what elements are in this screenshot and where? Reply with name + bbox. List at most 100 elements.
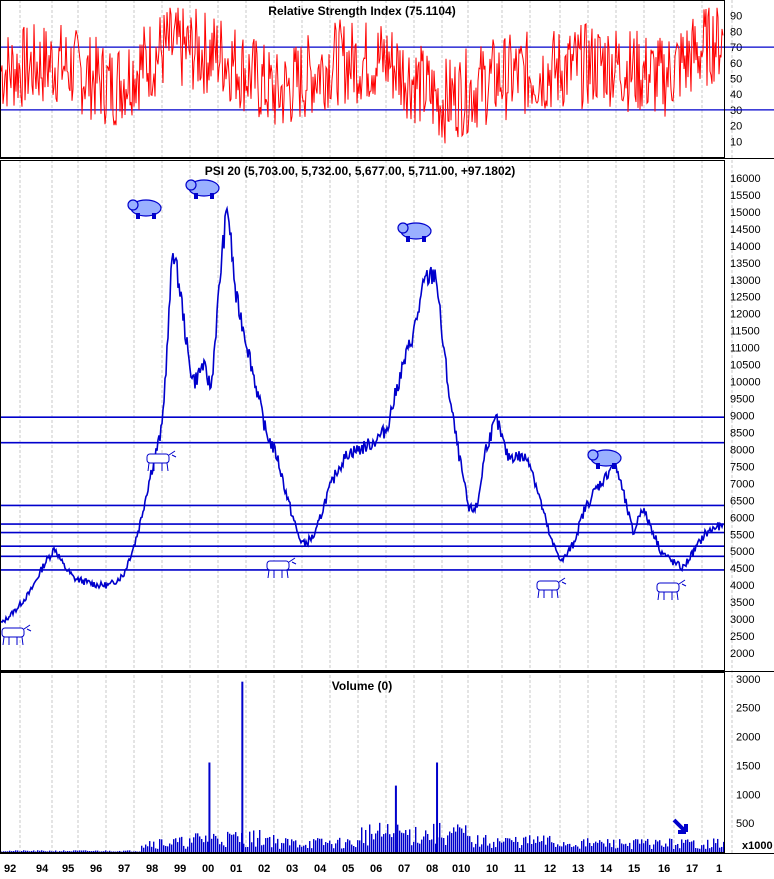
volume-bar bbox=[413, 841, 415, 852]
price-y-tick: 13500 bbox=[730, 258, 761, 270]
volume-bar bbox=[333, 848, 335, 852]
volume-bar bbox=[695, 848, 697, 852]
volume-bar bbox=[595, 841, 597, 852]
volume-bar bbox=[615, 848, 617, 852]
volume-spike bbox=[208, 762, 211, 852]
volume-bar bbox=[409, 829, 411, 852]
volume-bar bbox=[557, 844, 559, 852]
volume-bar bbox=[167, 846, 169, 852]
x-tick-label: 99 bbox=[174, 863, 186, 875]
volume-bar bbox=[249, 831, 251, 852]
volume-bar bbox=[369, 824, 371, 852]
bull-icon bbox=[266, 557, 297, 579]
volume-bar bbox=[23, 850, 25, 852]
volume-bar bbox=[461, 828, 463, 852]
volume-bar bbox=[175, 838, 177, 852]
volume-bar bbox=[161, 839, 163, 852]
volume-bar bbox=[329, 840, 331, 852]
price-y-tick: 11500 bbox=[730, 326, 760, 338]
volume-bar bbox=[239, 841, 241, 852]
x-tick-label: 00 bbox=[202, 863, 214, 875]
volume-bar bbox=[401, 832, 403, 852]
price-y-tick: 8500 bbox=[730, 427, 754, 439]
volume-bar bbox=[427, 834, 429, 852]
volume-bar bbox=[7, 851, 9, 852]
price-y-tick: 5500 bbox=[730, 529, 754, 541]
volume-bar bbox=[189, 838, 191, 852]
volume-bar bbox=[671, 838, 673, 852]
volume-bar bbox=[191, 842, 193, 852]
volume-bar bbox=[365, 829, 367, 852]
volume-bar bbox=[495, 847, 497, 852]
x-tick-label: 03 bbox=[286, 863, 298, 875]
price-y-tick: 7000 bbox=[730, 478, 754, 490]
volume-bar bbox=[215, 835, 217, 852]
volume-bar bbox=[265, 838, 267, 852]
volume-bar bbox=[515, 836, 517, 852]
volume-bar bbox=[371, 833, 373, 852]
volume-bar bbox=[659, 840, 661, 852]
volume-bar bbox=[203, 842, 205, 852]
volume-bar bbox=[3, 851, 5, 852]
volume-bar bbox=[279, 848, 281, 852]
volume-bar bbox=[319, 838, 321, 852]
volume-bar bbox=[99, 851, 101, 852]
volume-bar bbox=[579, 848, 581, 852]
price-y-tick: 15000 bbox=[730, 207, 761, 219]
volume-bar bbox=[541, 841, 543, 852]
price-y-tick: 5000 bbox=[730, 546, 754, 558]
x-tick-label: 16 bbox=[658, 863, 670, 875]
volume-bar bbox=[625, 843, 627, 852]
volume-bar bbox=[359, 840, 361, 852]
volume-bar bbox=[627, 845, 629, 852]
volume-bar bbox=[715, 843, 717, 852]
volume-bar bbox=[107, 851, 109, 852]
volume-bar bbox=[459, 827, 461, 852]
volume-bar bbox=[631, 849, 633, 852]
volume-bar bbox=[633, 840, 635, 852]
volume-bar bbox=[603, 843, 605, 852]
price-y-tick: 9000 bbox=[730, 411, 754, 423]
volume-bar bbox=[489, 843, 491, 852]
x-tick-label: 14 bbox=[600, 863, 613, 875]
volume-bar bbox=[551, 842, 553, 852]
volume-bar bbox=[469, 836, 471, 852]
volume-bar bbox=[271, 847, 273, 852]
volume-bar bbox=[273, 834, 275, 852]
volume-bar bbox=[607, 839, 609, 852]
volume-bar bbox=[647, 838, 649, 852]
volume-bar bbox=[689, 842, 691, 852]
volume-bar bbox=[325, 842, 327, 852]
price-y-tick: 10500 bbox=[730, 360, 761, 372]
volume-bar bbox=[529, 835, 531, 852]
x-tick-label: 92 bbox=[4, 863, 16, 875]
volume-bar bbox=[545, 844, 547, 852]
bear-icon bbox=[587, 449, 622, 469]
volume-bar bbox=[67, 851, 69, 852]
volume-bar bbox=[601, 841, 603, 852]
volume-bar bbox=[357, 840, 359, 852]
volume-bar bbox=[635, 839, 637, 852]
volume-bar bbox=[483, 837, 485, 852]
volume-bar bbox=[303, 845, 305, 852]
volume-bar bbox=[197, 833, 199, 852]
volume-bar bbox=[341, 848, 343, 852]
volume-title: Volume (0) bbox=[332, 679, 392, 693]
volume-bar bbox=[353, 845, 355, 852]
volume-bar bbox=[385, 833, 387, 852]
volume-bar bbox=[719, 847, 721, 852]
volume-bar bbox=[313, 839, 315, 852]
bear-icon bbox=[397, 222, 432, 242]
volume-bar bbox=[473, 847, 475, 852]
volume-bar bbox=[697, 848, 699, 852]
x-tick-label: 95 bbox=[62, 863, 74, 875]
volume-bar bbox=[361, 827, 363, 852]
volume-bar bbox=[261, 845, 263, 852]
volume-bar bbox=[283, 843, 285, 852]
volume-bar bbox=[453, 827, 455, 852]
volume-spike bbox=[241, 681, 244, 852]
volume-bar bbox=[419, 843, 421, 852]
volume-bar bbox=[599, 840, 601, 852]
volume-bar bbox=[235, 832, 237, 852]
volume-bar bbox=[293, 841, 295, 852]
